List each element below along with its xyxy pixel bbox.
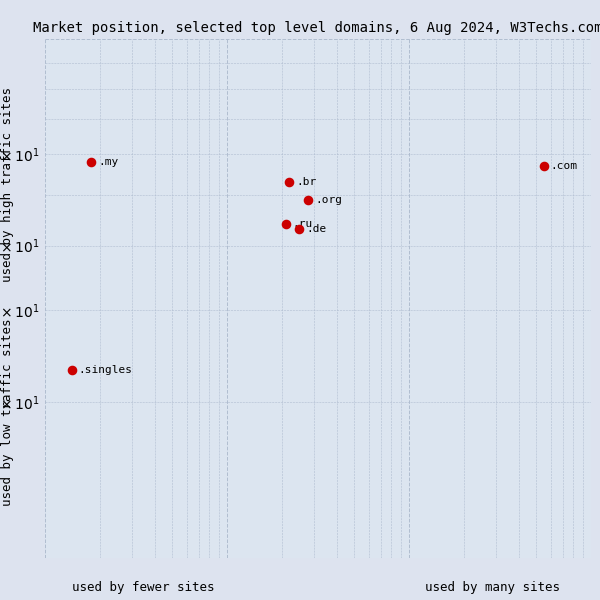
Text: .my: .my — [98, 157, 119, 167]
Point — [67, 365, 76, 375]
Text: used by low traffic sites: used by low traffic sites — [1, 319, 14, 506]
Text: used by high traffic sites: used by high traffic sites — [1, 87, 14, 282]
Text: used by many sites: used by many sites — [425, 581, 560, 594]
Text: .br: .br — [296, 177, 317, 187]
Point — [295, 224, 304, 234]
Text: .singles: .singles — [79, 365, 133, 375]
Text: .org: .org — [316, 195, 343, 205]
Point — [281, 219, 290, 229]
Text: .com: .com — [551, 161, 578, 171]
Point — [539, 161, 548, 170]
Text: .de: .de — [307, 224, 326, 234]
Text: used by fewer sites: used by fewer sites — [72, 581, 215, 594]
Point — [86, 157, 96, 167]
Point — [304, 195, 313, 205]
Title: Market position, selected top level domains, 6 Aug 2024, W3Techs.com: Market position, selected top level doma… — [33, 21, 600, 35]
Text: .ru: .ru — [293, 219, 313, 229]
Point — [284, 178, 294, 187]
